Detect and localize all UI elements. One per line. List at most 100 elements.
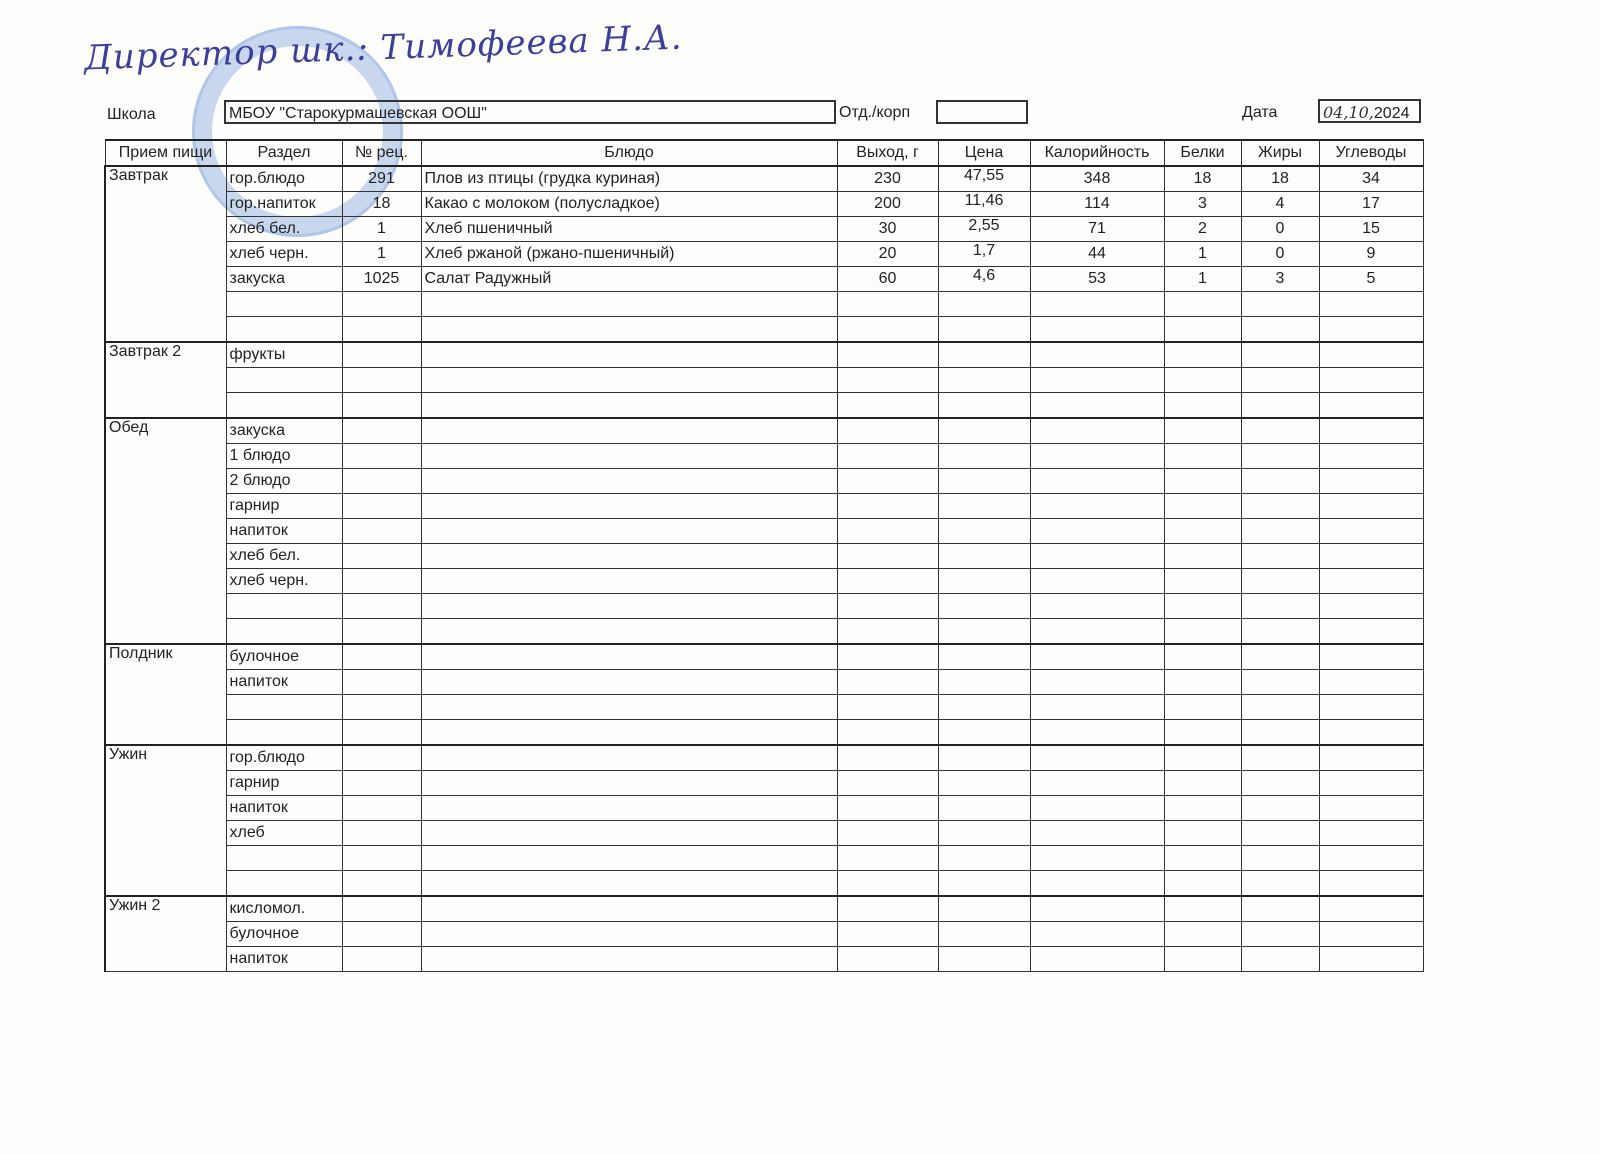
table-cell: напиток <box>225 946 343 972</box>
table-cell: Хлеб пшеничный <box>420 216 838 242</box>
table-cell <box>1240 341 1320 368</box>
table-cell <box>420 845 838 871</box>
table-cell <box>937 593 1031 619</box>
table-cell <box>420 568 838 594</box>
table-cell: 5 <box>1318 266 1424 292</box>
table-cell <box>341 946 422 972</box>
column-header: № рец. <box>341 139 422 167</box>
table-cell <box>836 744 939 771</box>
table-cell <box>836 568 939 594</box>
table-cell <box>225 593 343 619</box>
table-cell <box>225 291 343 317</box>
table-row: Обед закуска <box>104 417 1424 645</box>
table-cell <box>1029 493 1165 519</box>
table-cell <box>341 543 422 569</box>
table-row <box>105 845 1424 871</box>
table-cell <box>225 316 343 343</box>
table-cell <box>1240 870 1320 897</box>
table-cell: Хлеб ржаной (ржано-пшеничный) <box>420 241 838 267</box>
table-cell <box>1029 568 1165 594</box>
table-row: булочное <box>105 921 1424 947</box>
table-cell <box>1240 694 1320 720</box>
table-cell: закуска <box>225 417 343 444</box>
table-cell <box>1318 593 1424 619</box>
table-cell <box>1318 719 1424 746</box>
table-cell: хлеб черн. <box>225 568 343 594</box>
table-cell: 3 <box>1240 266 1320 292</box>
table-cell <box>1029 341 1165 368</box>
table-cell <box>1318 770 1424 796</box>
header-row: Прием пищи Раздел № рец. Блюдо Выход, г Цена К… <box>104 139 1424 167</box>
table-cell: 291 <box>341 165 422 192</box>
table-cell <box>937 895 1031 922</box>
column-header: Калорийность <box>1029 139 1165 167</box>
table-row: напиток <box>105 795 1424 821</box>
table-cell <box>225 719 343 746</box>
table-cell <box>420 543 838 569</box>
table-cell <box>341 921 422 947</box>
table-cell <box>937 921 1031 947</box>
table-cell <box>1163 744 1242 771</box>
table-cell <box>1318 316 1424 343</box>
table-cell <box>1163 316 1242 343</box>
table-cell <box>1240 845 1320 871</box>
table-cell <box>1240 744 1320 771</box>
table-cell <box>1029 694 1165 720</box>
table-cell <box>1318 543 1424 569</box>
table-cell <box>1240 468 1320 494</box>
table-row: напиток <box>105 946 1424 972</box>
table-cell <box>341 443 422 469</box>
table-cell <box>836 845 939 871</box>
table-cell <box>1163 417 1242 444</box>
table-cell <box>1240 392 1320 419</box>
table-cell <box>1240 291 1320 317</box>
table-cell <box>1029 744 1165 771</box>
table-cell <box>1240 316 1320 343</box>
table-row <box>105 392 1424 419</box>
table-cell: 1 <box>1163 266 1242 292</box>
table-cell: 1 <box>341 216 422 242</box>
table-cell <box>1029 820 1165 846</box>
column-header: Выход, г <box>836 139 939 167</box>
table-cell <box>1029 417 1165 444</box>
table-row: напиток <box>105 669 1424 695</box>
table-cell <box>1163 895 1242 922</box>
table-cell <box>341 341 422 368</box>
table-cell <box>420 744 838 771</box>
table-cell: 18 <box>341 191 422 217</box>
table-cell: 4 <box>1240 191 1320 217</box>
table-cell: 230 <box>836 165 939 192</box>
table-cell: 3 <box>1163 191 1242 217</box>
table-cell <box>1163 921 1242 947</box>
table-row: 1 блюдо <box>105 443 1424 469</box>
table-cell <box>1318 291 1424 317</box>
table-cell <box>836 392 939 419</box>
table-cell <box>1318 493 1424 519</box>
table-cell <box>1240 795 1320 821</box>
table-cell <box>341 845 422 871</box>
table-cell: 44 <box>1029 241 1165 267</box>
column-header: Блюдо <box>420 139 838 167</box>
table-cell: хлеб бел. <box>225 543 343 569</box>
table-cell: 15 <box>1318 216 1424 242</box>
table-cell <box>1029 593 1165 619</box>
table-cell <box>937 392 1031 419</box>
dept-label: Отд./корп <box>839 104 911 121</box>
table-cell: 53 <box>1029 266 1165 292</box>
table-cell <box>836 618 939 645</box>
column-header: Углеводы <box>1318 139 1424 167</box>
table-row: хлеб черн. <box>105 568 1424 594</box>
table-cell <box>1318 946 1424 972</box>
table-cell <box>420 643 838 670</box>
table-cell: 114 <box>1029 191 1165 217</box>
table-cell: 30 <box>836 216 939 242</box>
meal-name: Завтрак <box>104 165 227 343</box>
table-cell: Плов из птицы (грудка куриная) <box>420 165 838 192</box>
table-cell: кисломол. <box>225 895 343 922</box>
table-cell <box>836 870 939 897</box>
table-cell <box>420 417 838 444</box>
meal-name: Завтрак 2 <box>104 341 227 419</box>
table-cell <box>420 895 838 922</box>
table-cell <box>341 493 422 519</box>
table-cell <box>1163 593 1242 619</box>
